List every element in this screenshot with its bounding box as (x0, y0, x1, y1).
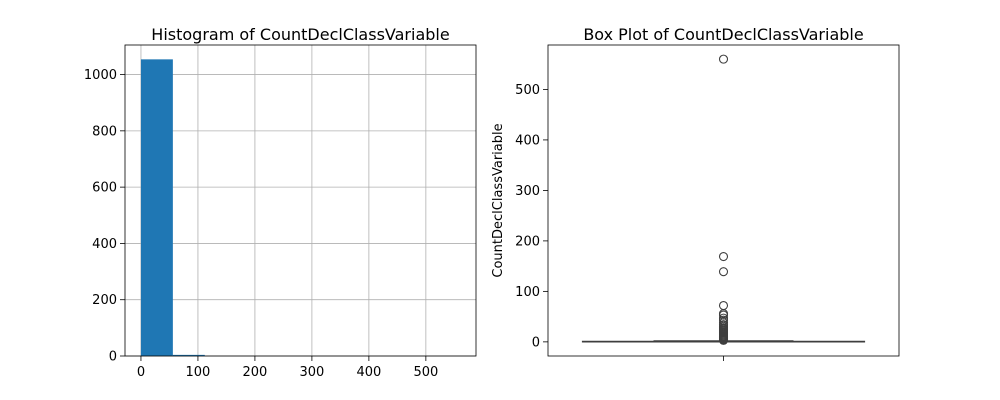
boxplot-y-tick-label: 300 (515, 184, 540, 199)
histogram-title: Histogram of CountDeclClassVariable (151, 25, 449, 44)
boxplot-y-tick-label: 100 (515, 285, 540, 300)
histogram-y-tick-label: 1000 (84, 68, 117, 83)
histogram-bar (140, 59, 173, 356)
boxplot-outlier-point (718, 300, 729, 311)
boxplot-y-ticks: 0 100 200 300 400 500 (515, 83, 548, 350)
histogram-y-tick-label: 200 (92, 293, 117, 308)
boxplot-outlier-point (718, 313, 729, 323)
histogram-x-tick-label: 0 (137, 365, 145, 380)
boxplot-outlier-point (718, 251, 729, 262)
boxplot-y-tick-label: 200 (515, 234, 540, 249)
boxplot-y-axis-label: CountDeclClassVariable (491, 123, 506, 277)
histogram-y-tick-label: 400 (92, 237, 117, 252)
boxplot-panel: Box Plot of CountDeclClassVariable Count… (491, 25, 900, 361)
histogram-axes-frame (124, 44, 477, 357)
histogram-x-tick-label: 200 (243, 365, 268, 380)
histogram-x-tick-label: 100 (186, 365, 211, 380)
histogram-panel: Histogram of CountDeclClassVariable 0 100… (84, 25, 477, 380)
boxplot-title: Box Plot of CountDeclClassVariable (583, 25, 863, 44)
boxplot-y-tick-label: 400 (515, 133, 540, 148)
histogram-y-ticks: 0 200 400 600 800 1000 (84, 68, 125, 365)
boxplot-outlier-point (718, 54, 729, 64)
histogram-y-tick-label: 800 (92, 124, 117, 139)
histogram-x-ticks: 0 100 200 300 400 500 (137, 356, 438, 380)
boxplot-outliers (718, 54, 729, 345)
boxplot-y-tick-label: 500 (515, 83, 540, 98)
boxplot-y-tick-label: 0 (532, 335, 540, 350)
histogram-x-tick-label: 500 (413, 365, 438, 380)
histogram-bars (140, 59, 205, 356)
histogram-y-tick-label: 600 (92, 181, 117, 196)
histogram-x-tick-label: 300 (299, 365, 324, 380)
histogram-y-tick-label: 0 (109, 350, 117, 365)
histogram-x-tick-label: 400 (356, 365, 381, 380)
boxplot-outlier-point (718, 267, 729, 277)
histogram-bar (172, 354, 205, 356)
